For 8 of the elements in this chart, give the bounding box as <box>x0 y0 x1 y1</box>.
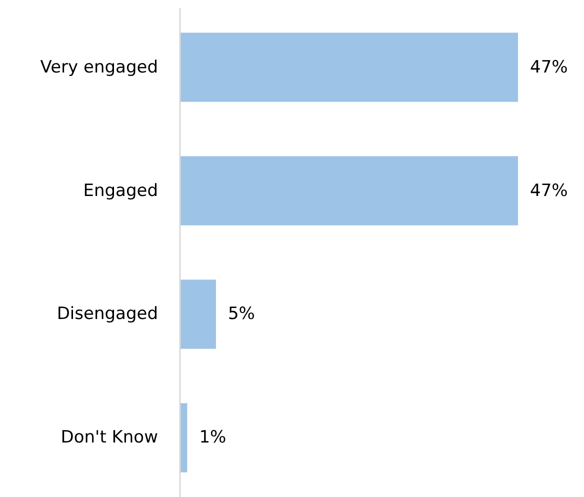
y-tick-label: Disengaged <box>56 304 158 324</box>
data-label: 47% <box>530 180 568 201</box>
data-label: 1% <box>199 428 226 448</box>
data-label: 5% <box>228 304 255 324</box>
y-tick-label: Don't Know <box>60 428 158 448</box>
y-tick-label: Engaged <box>83 180 158 201</box>
data-label: 47% <box>530 57 568 78</box>
y-tick-label: Very engaged <box>40 57 158 78</box>
